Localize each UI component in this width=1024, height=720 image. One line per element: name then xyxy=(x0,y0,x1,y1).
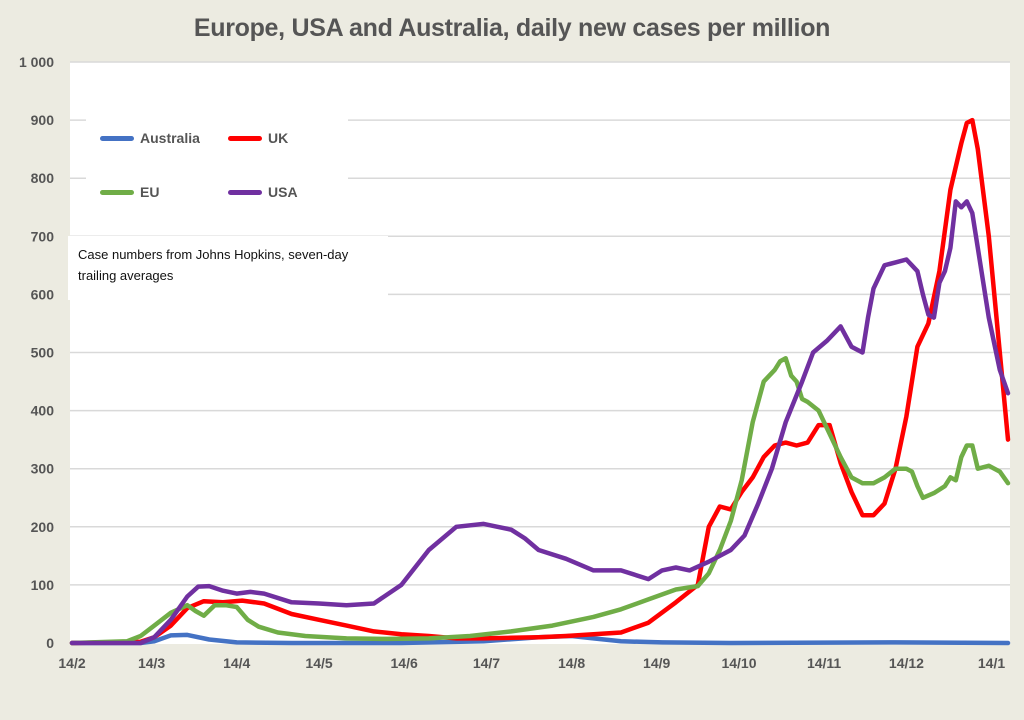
x-tick-label: 14/12 xyxy=(889,655,924,671)
x-tick-label: 14/9 xyxy=(643,655,670,671)
legend-swatch xyxy=(228,189,262,195)
legend-item-eu: EU xyxy=(100,184,159,200)
x-tick-label: 14/8 xyxy=(558,655,585,671)
x-tick-label: 14/7 xyxy=(473,655,500,671)
y-tick-label: 900 xyxy=(31,112,55,128)
source-note: Case numbers from Johns Hopkins, seven-d… xyxy=(68,236,388,300)
y-tick-label: 500 xyxy=(31,345,55,361)
series-line-uk xyxy=(69,117,1011,646)
y-tick-label: 600 xyxy=(31,286,55,302)
x-tick-label: 14/3 xyxy=(138,655,165,671)
series-line-australia xyxy=(69,632,1011,646)
legend-swatch xyxy=(100,135,134,141)
y-tick-label: 1 000 xyxy=(19,54,54,70)
legend-item-usa: USA xyxy=(228,184,298,200)
x-tick-label: 14/1 xyxy=(978,655,1005,671)
chart-title: Europe, USA and Australia, daily new cas… xyxy=(193,14,831,42)
x-tick-label: 14/2 xyxy=(58,655,85,671)
series-line-eu xyxy=(69,356,1011,646)
x-tick-label: 14/10 xyxy=(721,655,756,671)
y-tick-label: 800 xyxy=(31,170,55,186)
series-line-usa xyxy=(69,199,1011,646)
legend-item-uk: UK xyxy=(228,130,288,146)
y-tick-label: 200 xyxy=(31,519,55,535)
y-tick-label: 400 xyxy=(31,403,55,419)
x-tick-label: 14/6 xyxy=(391,655,418,671)
legend-swatch xyxy=(100,189,134,195)
y-tick-label: 100 xyxy=(31,577,55,593)
legend-label: Australia xyxy=(140,130,200,146)
x-tick-label: 14/5 xyxy=(305,655,332,671)
legend-label: UK xyxy=(268,130,289,146)
y-tick-label: 300 xyxy=(31,461,55,477)
legend-item-australia: Australia xyxy=(100,130,200,146)
legend-label: EU xyxy=(140,184,160,200)
x-tick-label: 14/4 xyxy=(223,655,250,671)
y-tick-label: 0 xyxy=(46,635,54,651)
y-tick-label: 700 xyxy=(31,228,55,244)
legend-label: USA xyxy=(268,184,298,200)
legend: Australia UK EU USA xyxy=(86,112,348,212)
legend-swatch xyxy=(228,135,262,141)
x-tick-label: 14/11 xyxy=(807,655,841,671)
